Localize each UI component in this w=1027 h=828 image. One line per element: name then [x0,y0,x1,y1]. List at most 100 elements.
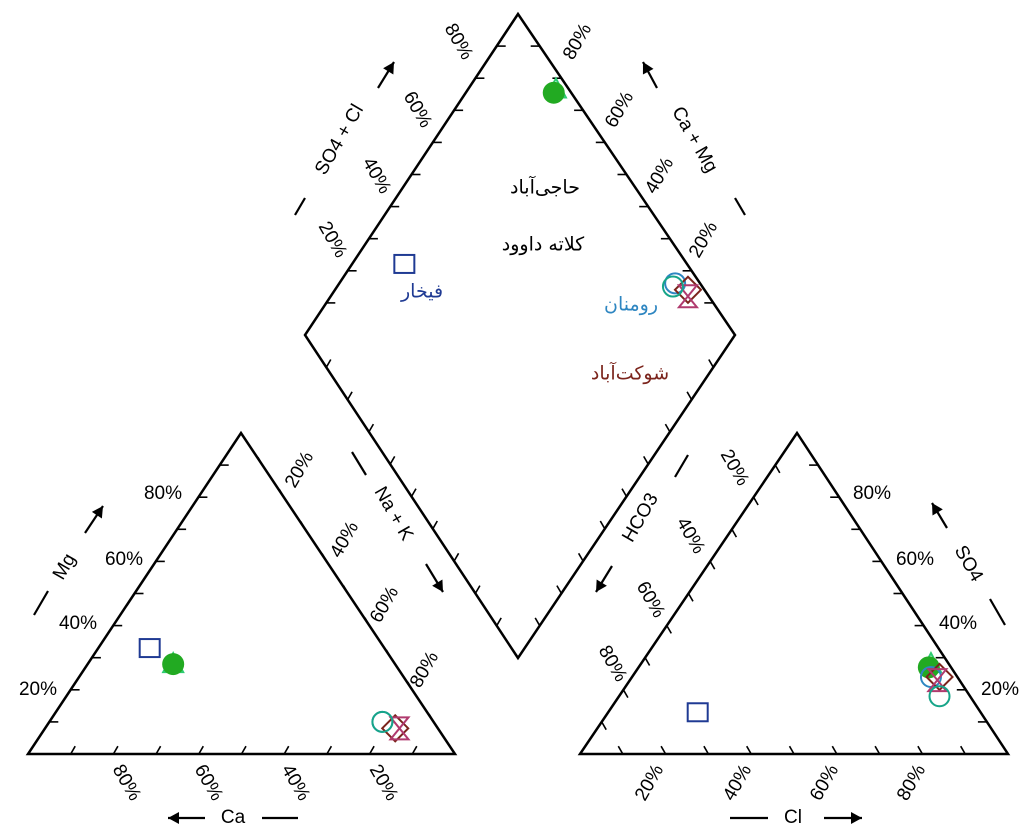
sample-diamond-marker [661,275,684,298]
so4-tick-label: 20% [981,679,1019,700]
anion-bottom-tick [703,745,710,755]
ca-arrow [168,812,205,824]
cation-right-tick [342,585,349,594]
nak-tick-label: 80% [406,648,443,692]
tick-marks [49,45,987,755]
cation-bottom-tick [70,745,76,755]
cation-bottom-tick [411,745,418,755]
anion-bottom-tick [660,745,667,755]
cl-tick-label: 60% [806,761,843,805]
sample-cation-marker [162,653,185,676]
anion-bottom-tick [917,745,924,755]
sample-name-label: فیخار [400,281,443,303]
diamond-field [303,11,737,661]
diamond-ll-tick [389,456,396,465]
cation-bottom-tick [112,745,119,755]
so4-tick-label: 60% [896,549,934,570]
anion-left-tick [731,528,738,538]
anion-left-tick [687,593,694,602]
cation-bottom-tick [240,745,247,755]
sample-cation-marker [388,716,411,741]
camg-tick-label: 80% [559,20,596,64]
anion-left-tick [601,721,607,731]
cation-bottom-tick [326,745,333,755]
ca-tick-label: 20% [365,761,402,805]
so4-tick-label: 80% [853,483,891,504]
ca-tick-label: 40% [277,761,314,805]
mg-tick-label: 60% [105,549,143,570]
anion-bottom-tick [746,745,752,755]
sample-markers [138,76,954,743]
diamond-ll-tick [453,552,460,562]
anion-bottom-tick [831,745,838,755]
cl-arrow [824,812,862,824]
sample-anion-marker [926,668,949,693]
sample-cation-marker [380,713,410,743]
cation-right-tick [364,617,371,626]
diamond-ll-tick [325,359,332,368]
diagram-frame [25,11,1011,756]
mg-arrow [84,505,104,534]
hco3-tick-label: 20% [716,446,753,490]
so4cl-tick-label: 80% [440,20,477,64]
cation-right-tick [321,553,328,562]
diamond-lr-tick [577,552,584,562]
cl-tick-label: 40% [719,761,756,805]
hco3-tick-label: 80% [594,642,631,686]
cation-right-tick [278,489,285,498]
anion-bottom-tick [874,745,881,755]
diamond-lr-tick [599,520,606,530]
sample-labels: حاجی‌آباد کلاته داوود فیخار رومنان شوکت‌آباد [400,175,669,385]
sample-diamond-marker [664,272,687,295]
so4-tick-label: 40% [939,613,977,634]
anion-bottom-tick [960,745,966,755]
anion-left-tick [774,464,781,474]
sample-diamond-marker [676,284,700,309]
diamond-ll-tick [474,585,481,594]
sample-name-label: رومنان [604,294,658,316]
nak-tick-label: 40% [326,518,363,562]
cl-tick-label: 20% [631,761,668,805]
so4cl-tick-label: 20% [314,218,351,262]
diamond-lr-tick [556,585,563,594]
diamond-ll-tick [496,617,502,627]
anion-bottom-tick [788,745,795,755]
so4cl-tick-label: 60% [399,88,436,132]
cation-bottom-tick [283,745,290,755]
hco3-dash [674,454,689,478]
nak-tick-label: 60% [366,583,403,627]
sample-anion-marker [928,685,951,708]
mg-tick-label: 40% [59,613,97,634]
anion-left-tick [752,496,759,506]
cation-right-tick [407,681,413,691]
sample-name-label: کلاته داوود [502,234,585,256]
diamond-ll-tick [368,423,375,433]
sample-anion-marker [686,702,709,723]
nak-tick-label: 20% [281,448,318,492]
hco3-arrow [595,565,613,593]
camg-tick-label: 60% [601,88,638,132]
camg-dash [734,197,746,216]
diamond-lr-tick [534,617,541,627]
hco3-tick-label: 40% [672,514,709,558]
camg-arrow [642,61,658,89]
sample-name-label: شوکت‌آباد [591,361,669,385]
so4-dash [989,598,1006,626]
anion-left-tick [709,561,716,570]
sample-diamond-marker [542,81,565,104]
cation-bottom-tick [368,745,375,755]
ca-tick-label: 80% [108,761,145,805]
diamond-lr-tick [621,488,628,497]
cation-right-tick [385,649,392,659]
diamond-ll-tick [432,520,438,530]
cation-bottom-tick [198,745,204,755]
cation-right-tick [428,713,435,723]
anion-left-tick [666,625,672,634]
anion-bottom-tick [617,745,624,755]
camg-tick-label: 40% [641,154,678,198]
so4cl-tick-label: 40% [358,154,395,198]
cation-right-tick [300,521,306,530]
diamond-ll-tick [346,391,353,401]
camg-tick-label: 20% [685,218,722,262]
